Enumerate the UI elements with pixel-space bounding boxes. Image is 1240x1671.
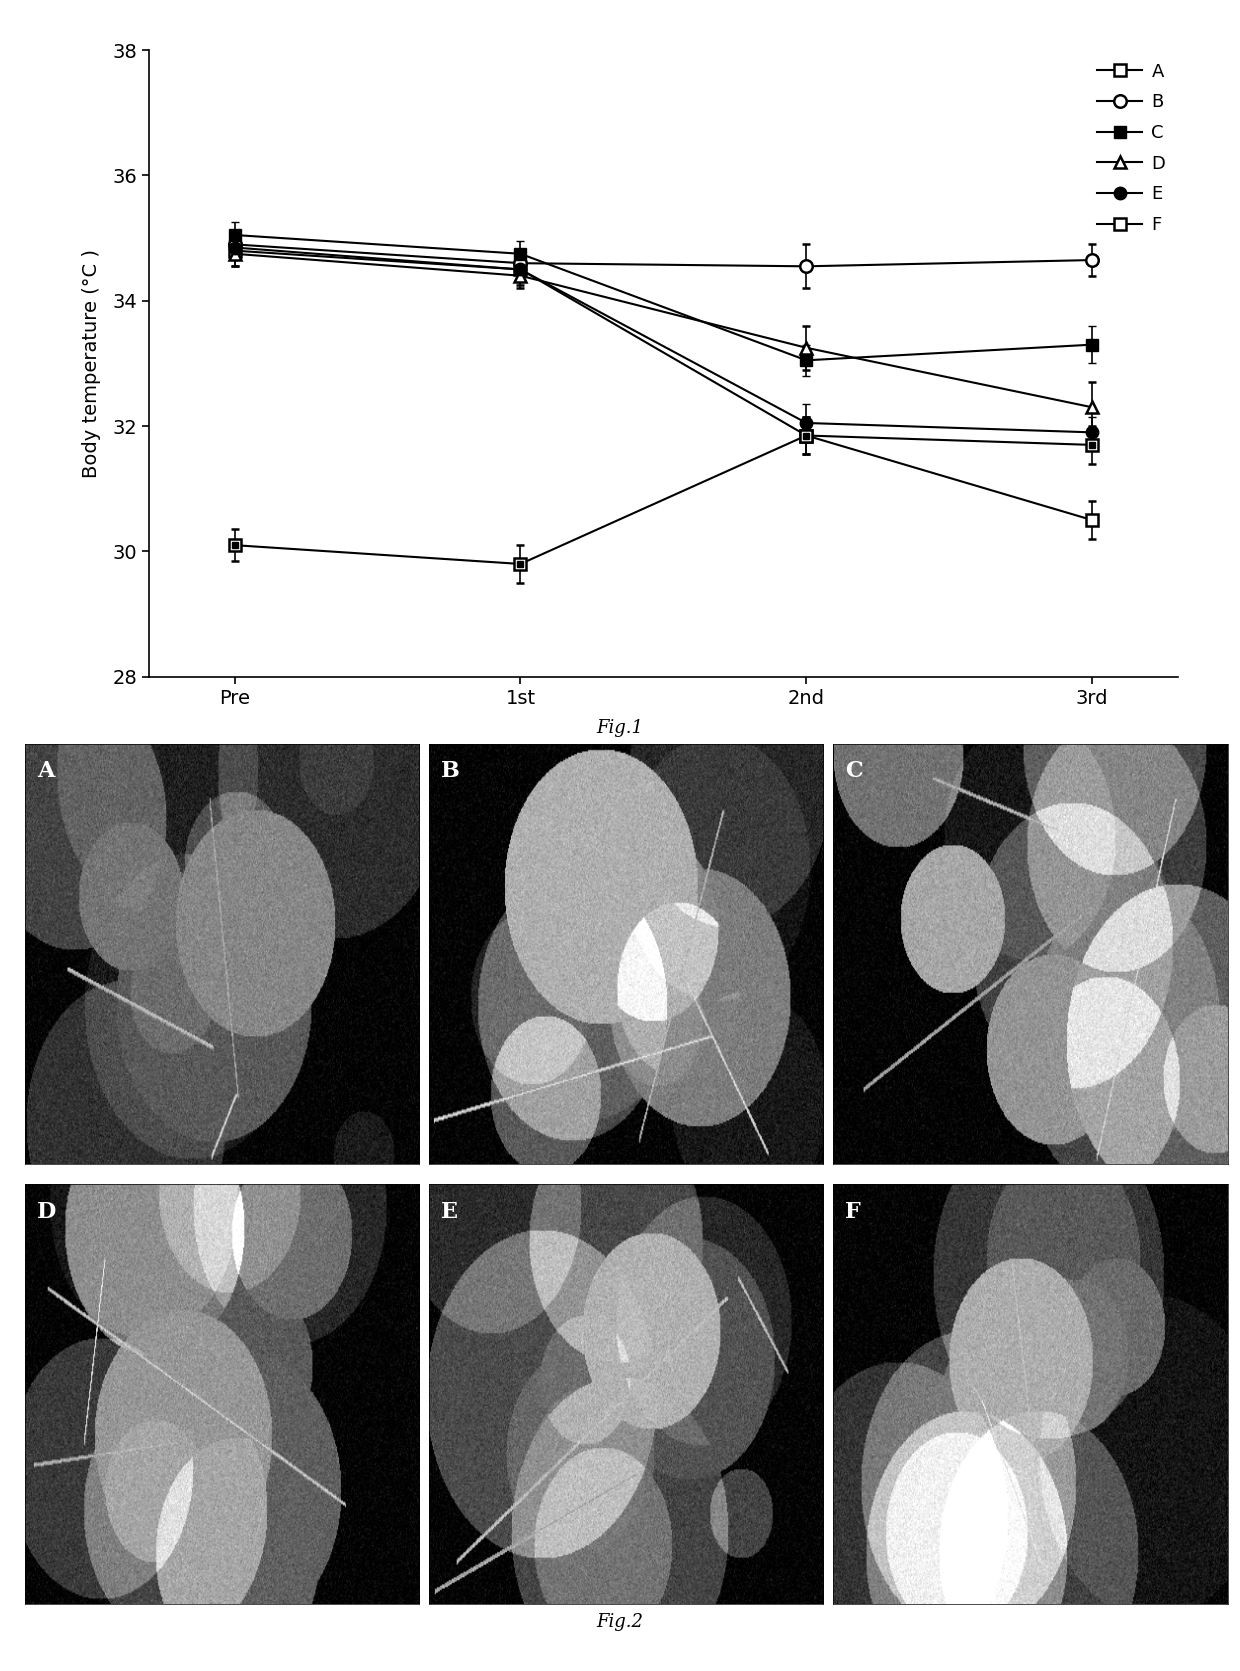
- Text: C: C: [846, 760, 863, 782]
- Legend: A, B, C, D, E, F: A, B, C, D, E, F: [1090, 55, 1173, 241]
- Text: E: E: [441, 1201, 458, 1223]
- Text: Fig.1: Fig.1: [596, 719, 644, 737]
- Text: B: B: [441, 760, 460, 782]
- Text: Fig.2: Fig.2: [596, 1613, 644, 1631]
- Text: A: A: [37, 760, 55, 782]
- Text: F: F: [846, 1201, 861, 1223]
- Text: D: D: [37, 1201, 56, 1223]
- Y-axis label: Body temperature (°C ): Body temperature (°C ): [82, 249, 102, 478]
